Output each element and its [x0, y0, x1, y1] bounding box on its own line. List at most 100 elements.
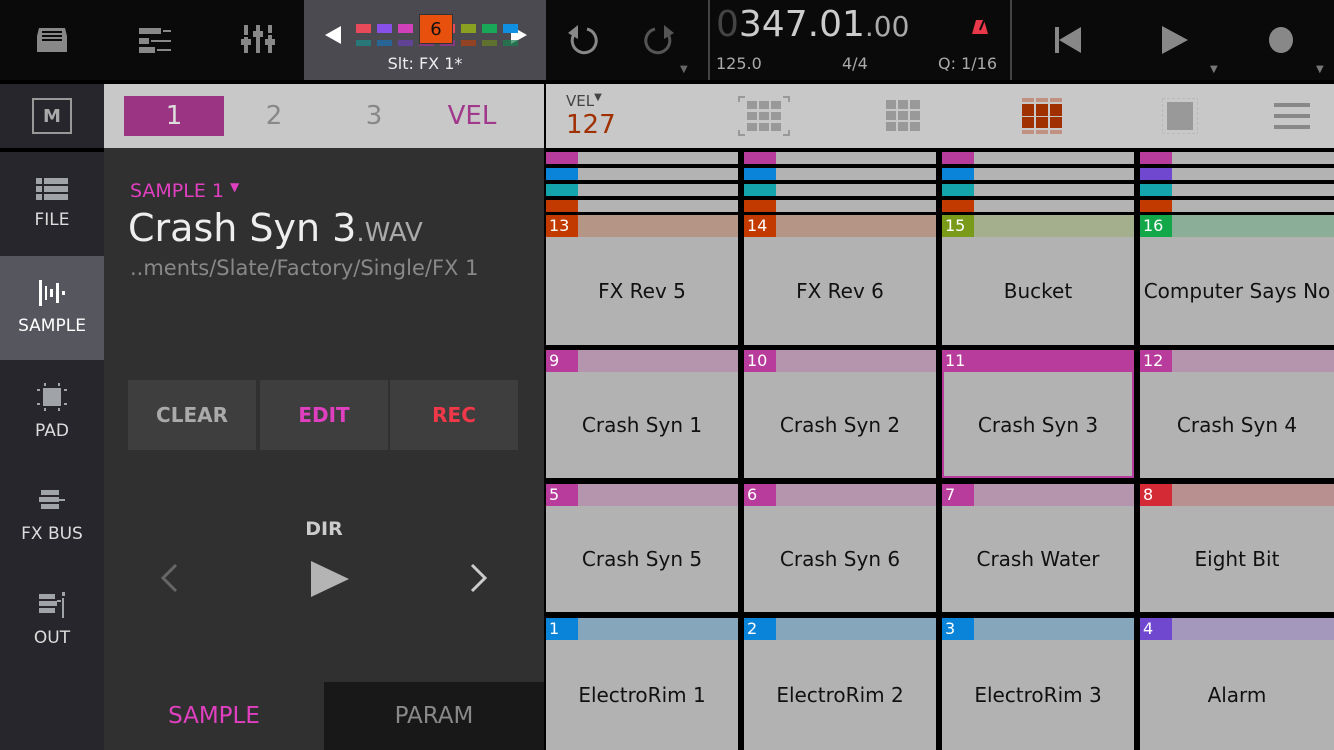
pad-grid-icon[interactable] [882, 94, 926, 138]
pad-label: FX Rev 5 [598, 279, 686, 303]
layer-strip [942, 152, 1134, 164]
record-icon[interactable] [1261, 20, 1301, 60]
pad-color-bar: 2 [744, 618, 936, 640]
sidebar-item-sample[interactable]: SAMPLE [0, 256, 104, 360]
pad-label: Crash Syn 1 [581, 413, 703, 437]
menu-icon[interactable] [1270, 94, 1314, 138]
velocity-value[interactable]: 127 [566, 110, 616, 140]
pad-8[interactable]: 8 Eight Bit [1140, 484, 1334, 612]
browser-icon[interactable] [30, 18, 74, 62]
mixer-icon[interactable] [236, 18, 280, 62]
slot-number-badge: 6 [419, 14, 453, 44]
pad-bank-grid-icon[interactable] [1018, 94, 1066, 138]
pad-color-bar: 8 [1140, 484, 1334, 506]
slot-label: Slt: FX 1* [387, 54, 463, 73]
sidebar-item-out[interactable]: OUT [0, 568, 104, 672]
pad-color-bar: 13 [546, 215, 738, 237]
pad-number: 2 [744, 618, 776, 640]
dropdown-arrow-icon: ▼ [230, 180, 240, 194]
pad-label: Alarm [1207, 683, 1267, 707]
sidebar-item-fx-bus[interactable]: FX BUS [0, 464, 104, 568]
pad-number: 12 [1140, 350, 1172, 372]
sidebar-item-label: PAD [35, 421, 69, 441]
rec-button[interactable]: REC [390, 380, 518, 450]
pad-color-bar: 15 [942, 215, 1134, 237]
sidebar-item-pad[interactable]: PAD [0, 360, 104, 464]
slot-swatch [356, 40, 371, 46]
pad-icon [37, 383, 67, 411]
pad-color-bar: 10 [744, 350, 936, 372]
pad-label: Computer Says No [1143, 279, 1331, 303]
play-menu-arrow-icon[interactable]: ▼ [1210, 64, 1218, 75]
slot-swatch [503, 40, 518, 46]
pad-2[interactable]: 2 ElectroRim 2 [744, 618, 936, 750]
metronome-icon[interactable] [970, 16, 990, 36]
tab-layer-3[interactable]: 3 [365, 101, 383, 131]
layer-strip [1140, 168, 1334, 180]
slot-selector[interactable]: 6 Slt: FX 1* [304, 0, 546, 80]
single-pad-icon[interactable] [1158, 94, 1202, 138]
track-edit-icon[interactable] [134, 18, 178, 62]
rewind-to-start-icon[interactable] [1048, 20, 1088, 60]
layer-strip [546, 184, 738, 196]
clear-button[interactable]: CLEAR [128, 380, 256, 450]
play-icon[interactable] [1155, 20, 1195, 60]
pad-number: 4 [1140, 618, 1172, 640]
pad-7[interactable]: 7 Crash Water [942, 484, 1134, 612]
dir-next-chevron-icon[interactable] [464, 558, 494, 598]
pad-number: 7 [942, 484, 974, 506]
velocity-selector[interactable]: VEL▼ [566, 92, 602, 110]
pad-zoom-fit-icon[interactable] [736, 94, 792, 138]
pad-5[interactable]: 5 Crash Syn 5 [546, 484, 738, 612]
sidebar-item-file[interactable]: FILE [0, 152, 104, 256]
sample-selector[interactable]: SAMPLE 1 ▼ [130, 180, 240, 202]
layer-strip [942, 200, 1134, 212]
undo-icon[interactable] [562, 18, 602, 62]
pad-label: Bucket [1003, 279, 1073, 303]
tempo[interactable]: 125.0 [716, 54, 762, 73]
dir-forward-play-icon[interactable] [304, 554, 354, 604]
pad-color-bar: 16 [1140, 215, 1334, 237]
pad-12[interactable]: 12 Crash Syn 4 [1140, 350, 1334, 478]
pad-13[interactable]: 13 FX Rev 5 [546, 215, 738, 345]
tab-layer-1[interactable]: 1 [124, 96, 224, 136]
sidebar-item-label: OUT [33, 628, 71, 648]
pad-6[interactable]: 6 Crash Syn 6 [744, 484, 936, 612]
pad-color-bar: 12 [1140, 350, 1334, 372]
tab-sample[interactable]: SAMPLE [168, 703, 260, 729]
pad-number: 13 [546, 215, 578, 237]
pad-number: 15 [942, 215, 974, 237]
tab-param[interactable]: PARAM [324, 682, 544, 750]
pad-9[interactable]: 9 Crash Syn 1 [546, 350, 738, 478]
pad-10[interactable]: 10 Crash Syn 2 [744, 350, 936, 478]
pad-label: Crash Syn 5 [581, 547, 703, 571]
pad-1[interactable]: 1 ElectroRim 1 [546, 618, 738, 750]
slot-prev-arrow-icon[interactable] [322, 24, 344, 46]
quantize[interactable]: Q: 1/16 [938, 54, 997, 73]
pad-14[interactable]: 14 FX Rev 6 [744, 215, 936, 345]
redo-menu-arrow-icon[interactable]: ▼ [680, 64, 688, 75]
pad-label: Crash Water [976, 547, 1100, 571]
pad-4[interactable]: 4 Alarm [1140, 618, 1334, 750]
pad-15[interactable]: 15 Bucket [942, 215, 1134, 345]
layer-strip [744, 200, 936, 212]
slot-swatch [377, 24, 392, 33]
dir-prev-chevron-icon[interactable] [154, 558, 184, 598]
time-signature[interactable]: 4/4 [842, 54, 868, 73]
mode-button[interactable]: M [0, 84, 104, 148]
pad-16[interactable]: 16 Computer Says No [1140, 215, 1334, 345]
layer-strip [1140, 184, 1334, 196]
redo-icon[interactable] [640, 18, 680, 62]
pad-3[interactable]: 3 ElectroRim 3 [942, 618, 1134, 750]
record-menu-arrow-icon[interactable]: ▼ [1316, 64, 1324, 75]
fx-bus-icon [39, 490, 65, 509]
edit-button[interactable]: EDIT [260, 380, 388, 450]
waveform-icon [39, 280, 65, 306]
transport-display[interactable]: 0347.01.00 125.0 4/4 Q: 1/16 [708, 0, 1012, 80]
layer-strip [546, 152, 738, 164]
pad-label: Crash Syn 3 [977, 413, 1099, 437]
pad-11[interactable]: 11 Crash Syn 3 [942, 350, 1134, 478]
pad-number: 5 [546, 484, 578, 506]
tab-layer-2[interactable]: 2 [265, 101, 283, 131]
tab-velocity[interactable]: VEL [447, 101, 497, 131]
